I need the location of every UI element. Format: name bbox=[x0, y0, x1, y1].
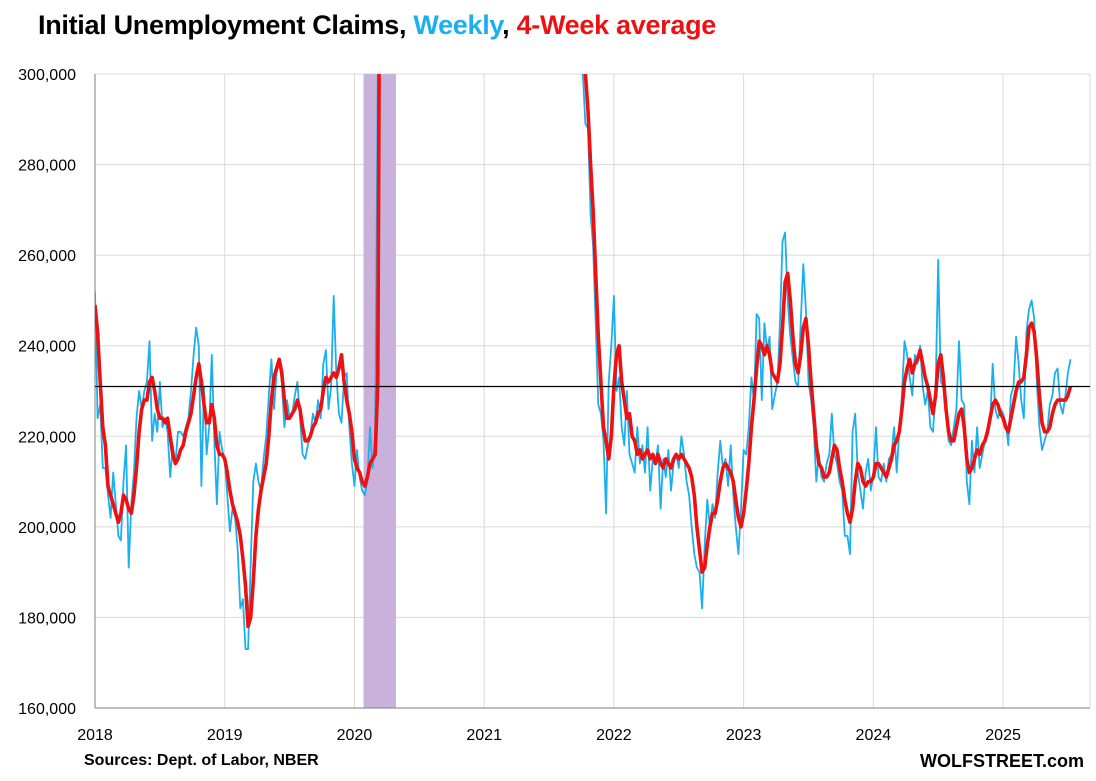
y-tick-label: 260,000 bbox=[18, 248, 76, 265]
sources-note: Sources: Dept. of Labor, NBER bbox=[84, 752, 319, 769]
title-main: Initial Unemployment Claims, bbox=[38, 10, 407, 40]
x-tick-label: 2024 bbox=[856, 727, 892, 744]
y-tick-label: 220,000 bbox=[18, 429, 76, 446]
title-average: 4-Week average bbox=[516, 10, 717, 40]
x-tick-label: 2018 bbox=[77, 727, 113, 744]
y-tick-label: 280,000 bbox=[18, 158, 76, 175]
brand-watermark: WOLFSTREET.com bbox=[919, 751, 1084, 771]
title-weekly: Weekly bbox=[413, 10, 503, 40]
series-line-weekly bbox=[95, 74, 379, 650]
x-tick-label: 2022 bbox=[596, 727, 632, 744]
x-tick-label: 2021 bbox=[466, 727, 502, 744]
x-tick-label: 2025 bbox=[985, 727, 1021, 744]
y-tick-label: 180,000 bbox=[18, 610, 76, 627]
y-tick-label: 300,000 bbox=[18, 67, 76, 84]
x-tick-label: 2020 bbox=[337, 727, 373, 744]
series-line-4-week-average bbox=[583, 74, 1073, 574]
y-tick-label: 200,000 bbox=[18, 520, 76, 537]
x-tick-label: 2019 bbox=[207, 727, 243, 744]
chart-title: Initial Unemployment Claims, Weekly, 4-W… bbox=[38, 10, 716, 41]
y-tick-label: 240,000 bbox=[18, 339, 76, 356]
title-comma: , bbox=[502, 10, 510, 40]
y-tick-label: 160,000 bbox=[18, 701, 76, 718]
series-line-4-week-average bbox=[95, 74, 381, 629]
series-line-weekly bbox=[581, 74, 1072, 610]
x-tick-label: 2023 bbox=[726, 727, 762, 744]
